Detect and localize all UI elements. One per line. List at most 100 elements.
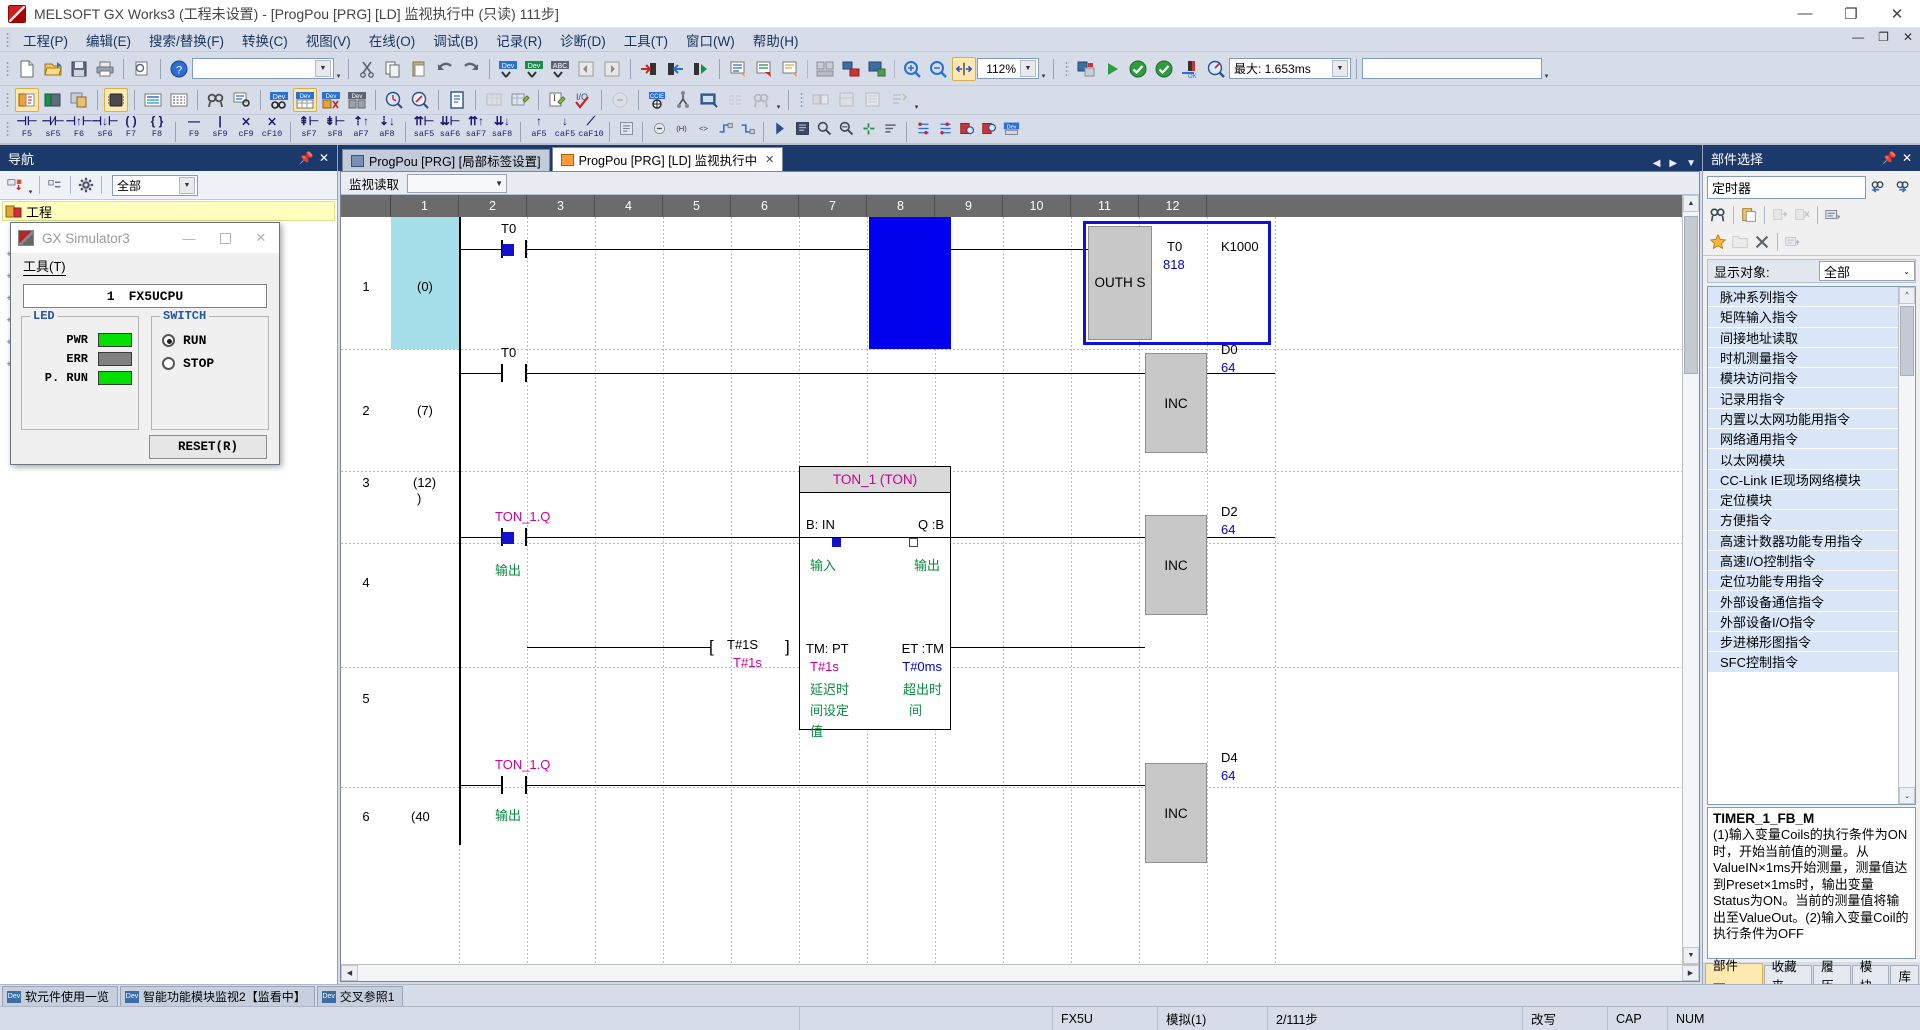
module-icon[interactable] bbox=[104, 88, 128, 112]
simulator-close-button[interactable]: ✕ bbox=[255, 230, 267, 245]
zoom-out-icon[interactable] bbox=[926, 57, 950, 81]
open-project-icon[interactable] bbox=[41, 57, 65, 81]
new-project-icon[interactable] bbox=[15, 57, 39, 81]
rung6-inc-instruction[interactable]: INC bbox=[1145, 763, 1207, 863]
device-batch-icon[interactable]: Dev bbox=[522, 57, 546, 81]
list-item[interactable]: 高速计数器功能专用指令 bbox=[1708, 530, 1898, 551]
device-find-icon[interactable] bbox=[957, 119, 977, 139]
menu-view[interactable]: 视图(V) bbox=[305, 33, 351, 49]
statement-icon[interactable] bbox=[752, 57, 776, 81]
cut-icon[interactable] bbox=[355, 57, 379, 81]
run-icon[interactable] bbox=[1100, 57, 1124, 81]
list-item[interactable]: 间接地址读取 bbox=[1708, 327, 1898, 348]
list-item[interactable]: 外部设备通信指令 bbox=[1708, 591, 1898, 612]
ladder-delete-mode-icon[interactable] bbox=[880, 119, 900, 139]
category-scroll-track[interactable] bbox=[1899, 304, 1915, 787]
chevron-down-icon[interactable]: ▼ bbox=[315, 60, 331, 77]
gear-icon[interactable] bbox=[76, 175, 96, 195]
expander-icon[interactable]: + bbox=[6, 359, 12, 369]
device-find2-icon[interactable] bbox=[979, 119, 999, 139]
list-item[interactable]: 内置以太网功能用指令 bbox=[1708, 408, 1898, 430]
switch-row-run[interactable]: RUN bbox=[158, 333, 262, 348]
list-item[interactable]: CC-Link IE现场网络模块 bbox=[1708, 469, 1898, 490]
set-coil-icon[interactable]: (H) bbox=[671, 119, 691, 139]
ladder-edit-mode-icon[interactable] bbox=[858, 119, 878, 139]
radio-run[interactable] bbox=[162, 334, 175, 347]
redo-icon[interactable] bbox=[459, 57, 483, 81]
search-next-icon[interactable] bbox=[1895, 178, 1915, 198]
hscroll-track[interactable] bbox=[358, 965, 1682, 981]
display-monitor-icon[interactable] bbox=[839, 57, 863, 81]
comment-display-icon[interactable] bbox=[726, 57, 750, 81]
ladder-vertical-scrollbar[interactable]: ▲ ▼ bbox=[1682, 195, 1699, 964]
monitor-start-icon[interactable] bbox=[1126, 57, 1150, 81]
comment-edit-icon[interactable] bbox=[649, 119, 669, 139]
minimize-button[interactable]: — bbox=[1797, 5, 1813, 22]
mdi-close-button[interactable]: ✕ bbox=[1902, 30, 1913, 44]
scroll-right-icon[interactable]: ▶ bbox=[1682, 965, 1699, 981]
menu-online[interactable]: 在线(O) bbox=[368, 33, 416, 49]
vscroll-thumb[interactable] bbox=[1684, 216, 1698, 374]
close-panel-icon[interactable]: ✕ bbox=[1901, 151, 1913, 165]
mdi-restore-button[interactable]: ❐ bbox=[1878, 30, 1889, 44]
zoom-in-icon[interactable] bbox=[900, 57, 924, 81]
note-icon[interactable] bbox=[778, 57, 802, 81]
fkey-del-vline[interactable]: ⨯ cF10 bbox=[259, 115, 285, 142]
copy-icon[interactable] bbox=[381, 57, 405, 81]
tab-local-label-setting[interactable]: ProgPou [PRG] [局部标签设置] bbox=[342, 149, 550, 171]
fkey-contact-nc-branch[interactable]: ⇟⊢ sF8 bbox=[322, 115, 348, 142]
maximize-button[interactable]: ❐ bbox=[1844, 5, 1858, 23]
fkey-pulse-rise-or[interactable]: ⇈↑ saF7 bbox=[463, 115, 489, 142]
switch-row-stop[interactable]: STOP bbox=[158, 356, 262, 371]
fkey-branch-up[interactable]: ↑ aF5 bbox=[526, 115, 552, 142]
list-item[interactable]: SFC控制指令 bbox=[1708, 652, 1898, 673]
expander-icon[interactable]: + bbox=[6, 337, 12, 347]
delete-icon[interactable] bbox=[1752, 232, 1772, 252]
find-element-icon[interactable] bbox=[1708, 205, 1728, 225]
favorite-star-icon[interactable] bbox=[1708, 232, 1728, 252]
simulation-icon[interactable] bbox=[1204, 57, 1228, 81]
simulation-stop-icon[interactable] bbox=[608, 88, 632, 112]
jump-green-icon[interactable] bbox=[689, 57, 713, 81]
label-registry2-icon[interactable] bbox=[935, 119, 955, 139]
label-registry-icon[interactable] bbox=[913, 119, 933, 139]
print-preview-icon[interactable] bbox=[130, 57, 154, 81]
navigation-window-icon[interactable] bbox=[15, 88, 39, 112]
device-batch-monitor-icon[interactable]: Dev bbox=[293, 88, 317, 112]
list-item[interactable]: 时机测量指令 bbox=[1708, 347, 1898, 369]
secondary-combo[interactable] bbox=[1362, 58, 1542, 79]
fkey-pulse-rising[interactable]: ⊣↑⊢ F6 bbox=[66, 115, 93, 142]
element-category-list[interactable]: 脉冲系列指令 矩阵输入指令 间接地址读取 时机测量指令 模块访问指令 记录用指令… bbox=[1707, 286, 1916, 805]
dock-tab-cross-reference[interactable]: Dev 交叉参照1 bbox=[316, 986, 404, 1006]
ethernet-diagnostics-icon[interactable]: CCIE bbox=[645, 88, 669, 112]
cross-reference-icon[interactable] bbox=[204, 88, 228, 112]
device-monitor-icon[interactable]: Dev bbox=[267, 88, 291, 112]
rung6-contact-ton1q[interactable] bbox=[501, 776, 527, 794]
rung2-inc-instruction[interactable]: INC bbox=[1145, 353, 1207, 453]
search-prev-icon[interactable] bbox=[1870, 178, 1890, 198]
fkey-contact-no-or[interactable]: ⇈⊢ saF5 bbox=[411, 115, 437, 142]
secondary-overflow-icon[interactable]: ▾ bbox=[1544, 72, 1549, 80]
simulator-menu-tools[interactable]: 工具(T) bbox=[23, 256, 66, 276]
element-selection-window-icon[interactable] bbox=[67, 88, 91, 112]
view-mode1-icon[interactable] bbox=[809, 88, 833, 112]
device-watch-icon[interactable]: Dev bbox=[319, 88, 343, 112]
fkey-pulse-fall-or[interactable]: ⇊↓ saF8 bbox=[489, 115, 515, 142]
pin-icon[interactable]: 📌 bbox=[1881, 151, 1897, 165]
menu-convert[interactable]: 转换(C) bbox=[242, 33, 288, 49]
jump-forward-icon[interactable] bbox=[637, 57, 661, 81]
label-edit-icon[interactable]: I bbox=[545, 88, 569, 112]
new-data-chevron-icon[interactable]: ▾ bbox=[28, 189, 33, 196]
tab-close-icon[interactable]: ✕ bbox=[765, 154, 775, 166]
search-ladder2-icon[interactable] bbox=[836, 119, 856, 139]
device-init-icon[interactable] bbox=[508, 88, 532, 112]
element-options-icon[interactable] bbox=[1783, 232, 1803, 252]
ladder-scroll-area[interactable]: 1 2 3 4 5 6 7 8 9 10 11 12 bbox=[341, 195, 1682, 964]
list-item[interactable]: 脉冲系列指令 bbox=[1708, 287, 1898, 308]
list-item[interactable]: 步进梯形图指令 bbox=[1708, 632, 1898, 653]
plc-diagnostics-icon[interactable] bbox=[749, 88, 773, 112]
device-replace-icon[interactable]: ABC bbox=[548, 57, 572, 81]
fkey-pulse-fall-branch[interactable]: ⇣↓ aF8 bbox=[374, 115, 400, 142]
fkey-branch-down[interactable]: ↓ caF5 bbox=[552, 115, 578, 142]
menu-record[interactable]: 记录(R) bbox=[496, 33, 542, 49]
